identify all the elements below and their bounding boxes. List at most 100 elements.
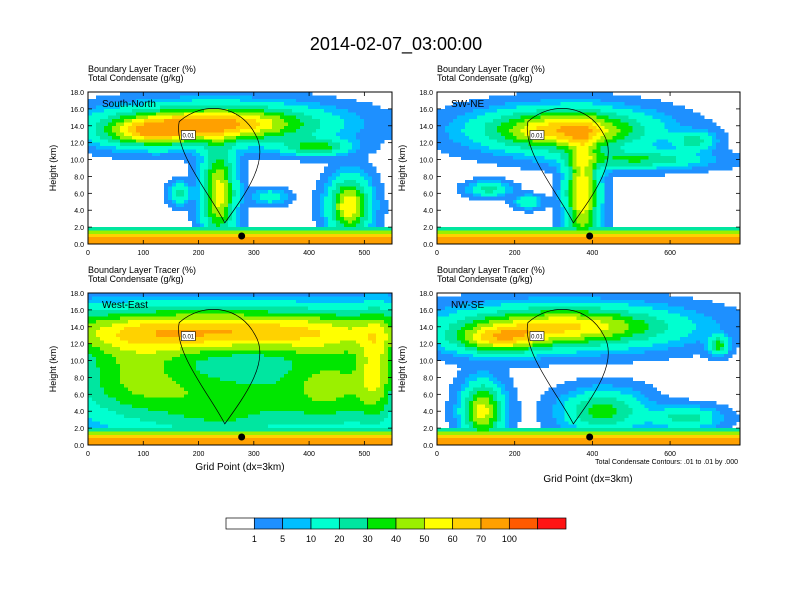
field-cell	[220, 152, 225, 157]
field-cell	[364, 169, 369, 174]
field-cell	[220, 112, 225, 117]
field-cell	[540, 98, 546, 103]
field-cell	[188, 98, 193, 103]
field-cell	[188, 166, 193, 171]
field-cell	[264, 139, 269, 144]
field-cell	[248, 115, 253, 120]
field-cell	[460, 115, 466, 120]
field-cell	[272, 142, 277, 147]
field-cell	[316, 132, 321, 137]
field-cell	[316, 112, 321, 117]
field-cell	[256, 132, 261, 137]
field-cell	[180, 142, 185, 147]
field-cell	[240, 92, 245, 96]
field-cell	[232, 213, 237, 218]
field-cell	[352, 119, 357, 123]
field-cell	[376, 176, 381, 181]
field-cell	[108, 125, 113, 130]
field-cell	[192, 196, 197, 201]
field-cell	[208, 179, 213, 184]
field-cell	[544, 105, 550, 110]
field-cell	[572, 119, 578, 123]
field-cell	[508, 139, 514, 144]
field-cell	[220, 196, 225, 201]
field-cell	[360, 220, 365, 225]
field-cell	[208, 166, 213, 171]
field-cell	[212, 159, 217, 164]
field-cell	[224, 237, 229, 242]
field-cell	[196, 166, 201, 171]
field-cell	[148, 142, 153, 147]
field-cell	[160, 227, 165, 232]
field-cell	[120, 129, 125, 134]
field-cell	[324, 203, 329, 208]
field-cell	[212, 95, 217, 100]
field-cell	[708, 132, 713, 137]
field-cell	[252, 189, 257, 194]
field-cell	[144, 149, 149, 154]
field-cell	[592, 115, 598, 120]
field-cell	[220, 129, 225, 134]
field-cell	[264, 196, 269, 201]
field-cell	[592, 119, 598, 123]
field-cell	[140, 146, 145, 151]
field-cell	[264, 122, 269, 127]
field-cell	[332, 237, 337, 242]
field-cell	[644, 125, 649, 130]
field-cell	[216, 216, 221, 221]
field-cell	[664, 169, 669, 174]
field-cell	[624, 102, 629, 107]
field-cell	[572, 125, 578, 130]
field-cell	[208, 95, 213, 100]
y-tick-label: 8.0	[74, 174, 84, 181]
field-cell	[104, 152, 109, 157]
field-cell	[252, 98, 257, 103]
field-cell	[452, 129, 458, 134]
field-cell	[524, 115, 530, 120]
field-cell	[452, 108, 458, 113]
field-cell	[120, 119, 125, 123]
field-cell	[500, 98, 506, 103]
field-cell	[296, 102, 301, 107]
field-cell	[368, 146, 373, 151]
field-cell	[144, 230, 149, 235]
field-cell	[612, 95, 618, 100]
field-cell	[236, 105, 241, 110]
field-cell	[596, 129, 602, 134]
field-cell	[628, 95, 633, 100]
field-cell	[592, 122, 598, 127]
field-cell	[384, 206, 389, 211]
field-cell	[448, 108, 454, 113]
field-cell	[112, 139, 117, 144]
field-cell	[216, 142, 221, 147]
field-cell	[512, 95, 518, 100]
field-cell	[604, 129, 610, 134]
field-cell	[108, 119, 113, 123]
x-tick-label: 0	[86, 250, 90, 257]
field-cell	[548, 115, 554, 120]
field-cell	[200, 108, 205, 113]
field-cell	[296, 92, 301, 96]
field-cell	[716, 135, 721, 140]
field-cell	[500, 112, 506, 117]
field-cell	[216, 135, 221, 140]
field-cell	[452, 112, 458, 117]
field-cell	[608, 139, 614, 144]
field-cell	[292, 132, 297, 137]
field-cell	[348, 102, 353, 107]
field-cell	[372, 139, 377, 144]
field-cell	[304, 132, 309, 137]
field-cell	[312, 142, 317, 147]
field-cell	[356, 142, 361, 147]
field-cell	[632, 135, 637, 140]
field-cell	[124, 227, 129, 232]
field-cell	[188, 183, 193, 188]
field-cell	[168, 115, 173, 120]
field-cell	[228, 156, 233, 161]
field-cell	[224, 183, 229, 188]
field-cell	[340, 227, 345, 232]
field-cell	[112, 237, 117, 242]
field-cell	[280, 92, 285, 96]
field-cell	[92, 142, 97, 147]
field-cell	[352, 162, 357, 167]
